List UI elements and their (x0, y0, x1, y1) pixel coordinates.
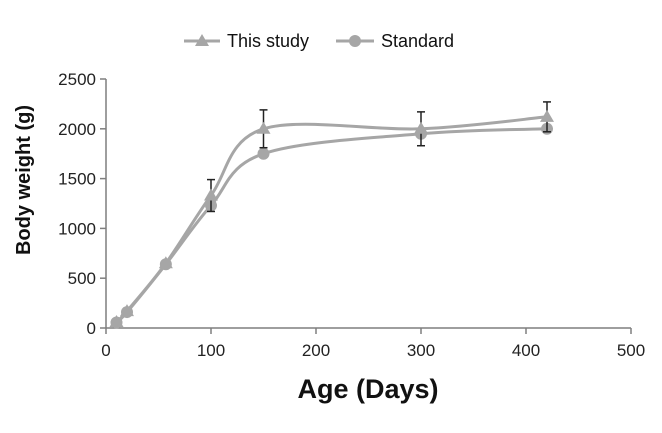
series-line-standard (115, 127, 548, 324)
data-point-standard (257, 147, 270, 160)
legend-label-standard: Standard (381, 31, 454, 51)
data-point-this-study (204, 188, 218, 201)
series-line-this-study (115, 115, 548, 324)
y-tick-label: 0 (87, 319, 96, 338)
data-point-this-study (540, 109, 554, 122)
data-point-this-study (120, 304, 134, 317)
y-tick-label: 500 (68, 269, 96, 288)
legend: This study Standard (184, 31, 454, 51)
x-tick-label: 400 (512, 341, 540, 360)
y-axis-title: Body weight (g) (13, 105, 35, 255)
data-point-this-study (414, 121, 428, 134)
ticks: 0 500 1000 1500 2000 2500 0 100 200 300 400 500 (58, 70, 645, 360)
x-tick-label: 500 (617, 341, 645, 360)
data-point-this-study (158, 256, 173, 269)
legend-item-standard: Standard (336, 31, 454, 51)
y-tick-label: 2000 (58, 120, 96, 139)
series-group (109, 101, 554, 329)
legend-label-this-study: This study (227, 31, 309, 51)
y-tick-label: 1500 (58, 170, 96, 189)
x-axis-title: Age (Days) (297, 374, 438, 404)
legend-marker-triangle (195, 34, 209, 46)
y-tick-label: 1000 (58, 219, 96, 238)
data-point-this-study (256, 121, 271, 134)
x-tick-label: 0 (101, 341, 110, 360)
axes (105, 79, 631, 329)
y-tick-label: 2500 (58, 70, 96, 89)
x-tick-label: 100 (197, 341, 225, 360)
data-point-this-study (109, 315, 124, 328)
x-tick-label: 300 (407, 341, 435, 360)
legend-item-this-study: This study (184, 31, 309, 51)
x-tick-label: 200 (302, 341, 330, 360)
legend-marker-circle (349, 35, 361, 47)
